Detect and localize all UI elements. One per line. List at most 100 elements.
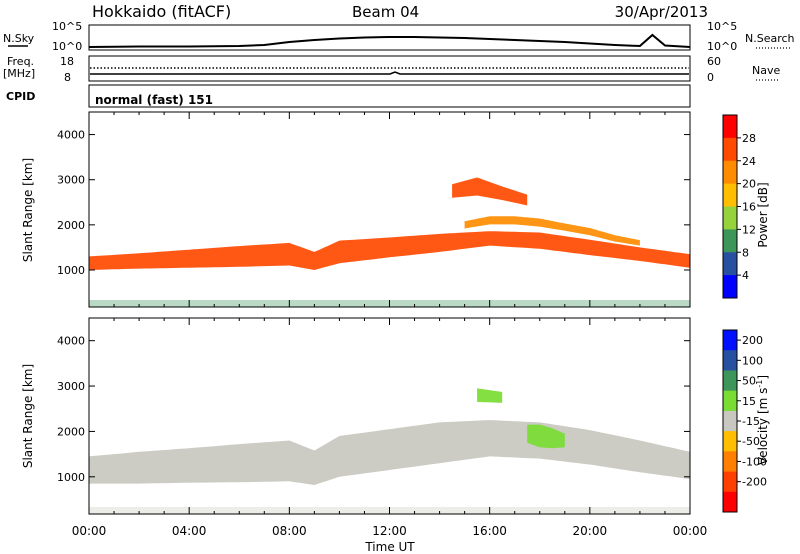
nave-label: Nave (752, 64, 780, 77)
power-panel: Slant Range [km] 4000 3000 2000 1000 (21, 111, 691, 308)
colorbar-tick-label: 15 (742, 395, 756, 408)
sky-frame (88, 24, 691, 51)
x-tick-label: 20:00 (573, 524, 608, 538)
heatmap-band-1 (452, 177, 528, 206)
colorbar-tick-label: -15 (742, 415, 760, 428)
colorbar-swatch (723, 252, 737, 276)
velocity-y-ticks: 4000 3000 2000 1000 (57, 335, 690, 484)
colorbar-swatch (723, 183, 737, 207)
heatmap-band-0 (89, 420, 690, 485)
sky-series-line (88, 33, 691, 48)
velocity-frame (88, 317, 691, 515)
date-title: 30/Apr/2013 (615, 3, 708, 21)
cpid-panel: CPID normal (fast) 151 (6, 84, 691, 108)
sky-rtick-bottom: 10^0 (707, 40, 737, 53)
colorbar-tick-label: 28 (742, 132, 756, 145)
x-tick-label: 08:00 (272, 524, 307, 538)
radar-title: Hokkaido (fitACF) (92, 2, 231, 21)
power-x-ticks (88, 112, 691, 307)
power-colorbar-label: Power [dB] (756, 182, 770, 247)
velocity-colorbar-label: Velocity [m s-1] (755, 375, 770, 465)
colorbar-tick-label: 8 (742, 246, 749, 259)
y-tick-label: 1000 (57, 264, 85, 277)
colorbar-tick-label: 200 (742, 334, 763, 347)
sky-tick-top: 10^5 (52, 20, 82, 33)
colorbar-tick-label: -100 (742, 455, 767, 468)
heatmap-band-2 (464, 216, 640, 246)
power-y-ticks: 4000 3000 2000 1000 (57, 129, 690, 277)
colorbar-tick-label: 50 (742, 375, 756, 388)
y-tick-label: 3000 (57, 380, 85, 393)
x-tick-label: 00:00 (72, 524, 107, 538)
colorbar-tick-label: 16 (742, 201, 756, 214)
sky-rtick-top: 10^5 (707, 20, 737, 33)
colorbar-swatch (723, 137, 737, 162)
y-tick-label: 3000 (57, 174, 85, 187)
colorbar-tick-label: -200 (742, 476, 767, 489)
y-tick-label: 2000 (57, 425, 85, 438)
colorbar-swatch (723, 410, 737, 432)
velocity-heatmap (89, 388, 690, 514)
velocity-colorbar: 200 100 50 15 -15 -50 -100 -200 (722, 329, 767, 513)
y-tick-label: 4000 (57, 129, 85, 142)
colorbar-tick-label: 100 (742, 354, 763, 367)
colorbar-swatch (723, 160, 737, 185)
colorbar-swatch (723, 206, 737, 230)
power-y-label: Slant Range [km] (21, 158, 35, 262)
freq-label-2: [MHz] (3, 67, 35, 80)
x-axis-label: Time UT (364, 540, 415, 554)
beam-title: Beam 04 (352, 3, 419, 21)
x-tick-label: 04:00 (172, 524, 207, 538)
cpid-mode: normal (fast) 151 (95, 93, 213, 107)
colorbar-tick-label: -50 (742, 435, 760, 448)
sky-label: N.Sky (3, 32, 35, 45)
colorbar-swatch (723, 275, 737, 299)
heatmap-band-1 (477, 388, 503, 403)
power-colorbar: 28 24 20 16 12 8 4 (722, 114, 756, 299)
velocity-panel: Slant Range [km] 4000 3000 2000 1000 (21, 317, 691, 515)
colorbar-swatch (723, 390, 737, 412)
colorbar-swatch (723, 370, 737, 392)
search-label: N.Search (745, 32, 795, 45)
colorbar-swatch (723, 350, 737, 371)
colorbar-swatch (723, 431, 737, 452)
cpid-frame (88, 84, 691, 108)
y-tick-label: 1000 (57, 471, 85, 484)
freq-label-1: Freq. (7, 55, 34, 68)
velocity-unit-exp: -1 (755, 380, 764, 388)
x-tick-label: 00:00 (673, 524, 708, 538)
colorbar-tick-label: 20 (742, 178, 756, 191)
colorbar-tick-label: 24 (742, 155, 756, 168)
x-tick-labels: 00:00 04:00 08:00 12:00 16:00 20:00 00:00 (72, 524, 708, 538)
nave-tick-top: 60 (707, 55, 721, 68)
sky-tick-bottom: 10^0 (52, 40, 82, 53)
cpid-label: CPID (6, 90, 35, 103)
colorbar-tick-label: 12 (742, 223, 756, 236)
colorbar-tick-label: 4 (742, 269, 749, 282)
colorbar-swatch (723, 115, 737, 139)
x-tick-label: 12:00 (372, 524, 407, 538)
colorbar-swatch (723, 229, 737, 253)
power-frame (88, 111, 691, 308)
colorbar-swatch (723, 451, 737, 473)
y-tick-label: 4000 (57, 335, 85, 348)
power-heatmap (89, 177, 690, 307)
freq-frame (88, 55, 691, 82)
colorbar-swatch (723, 330, 737, 351)
freq-panel: Freq. [MHz] 18 8 60 0 Nave (3, 55, 780, 84)
heatmap-band-2 (527, 424, 565, 449)
nave-tick-bottom: 0 (707, 71, 714, 84)
colorbar-swatch (723, 491, 737, 513)
freq-tick-bottom: 8 (64, 71, 71, 84)
sky-panel: N.Sky 10^5 10^0 10^5 10^0 N.Search (3, 20, 795, 53)
x-tick-label: 16:00 (472, 524, 507, 538)
velocity-label-text: Velocity (756, 418, 770, 465)
velocity-unit-end: ] (756, 375, 770, 380)
heatmap-band-0 (89, 231, 690, 270)
colorbar-swatch (723, 471, 737, 493)
velocity-x-ticks (88, 318, 691, 514)
y-tick-label: 2000 (57, 219, 85, 232)
velocity-unit-text: [m s (756, 388, 770, 414)
freq-series-line (90, 71, 689, 75)
